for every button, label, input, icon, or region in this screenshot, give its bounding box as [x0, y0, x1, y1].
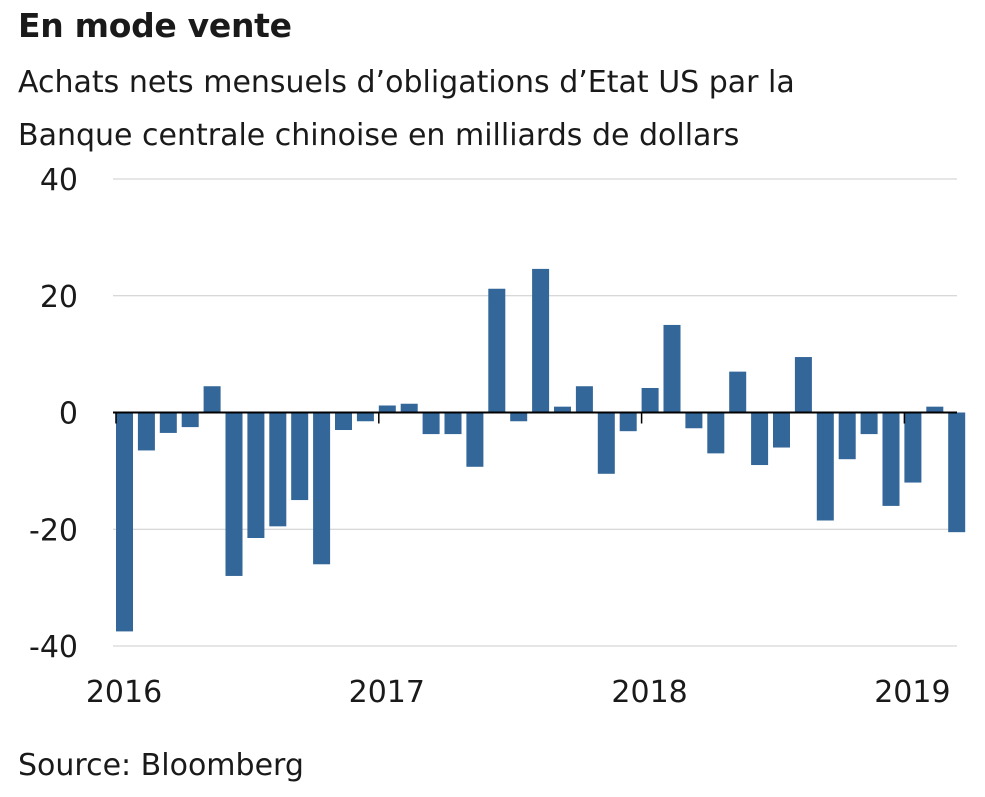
bar-2016-09 — [291, 412, 309, 501]
x-tick-label: 2019 — [874, 675, 950, 710]
bar-2016-11 — [335, 412, 352, 431]
bar-2017-05 — [466, 412, 484, 467]
y-tick-label: -20 — [29, 513, 78, 548]
bar-2018-09 — [816, 412, 834, 521]
bar-2018-04 — [707, 412, 725, 454]
bar-2017-07 — [510, 412, 528, 422]
bar-2016-01 — [116, 412, 133, 632]
bar-2017-10 — [575, 386, 593, 413]
y-tick-labels: 40 20 0 -20 -40 — [29, 163, 78, 665]
bar-2016-02 — [137, 412, 155, 451]
chart-subtitle: Achats nets mensuels d’obligations d’Eta… — [18, 65, 795, 153]
bar-2017-11 — [597, 412, 615, 474]
bar-2018-03 — [685, 412, 703, 429]
bar-2017-01 — [378, 405, 396, 413]
bar-2016-06 — [225, 412, 243, 576]
bar-2016-10 — [313, 412, 331, 565]
bar-2016-08 — [269, 412, 287, 527]
bar-2016-12 — [356, 412, 374, 422]
bar-2016-07 — [247, 412, 265, 539]
bar-2017-02 — [400, 403, 418, 413]
bar-2016-04 — [181, 412, 199, 428]
bar-2019-02 — [926, 406, 944, 413]
bar-2017-08 — [532, 268, 550, 413]
bar-2017-03 — [422, 412, 440, 435]
bar-2018-08 — [794, 357, 812, 413]
bar-2017-04 — [444, 412, 462, 435]
bar-2017-09 — [554, 406, 571, 413]
bar-2018-06 — [751, 412, 769, 466]
bar-2018-02 — [663, 324, 681, 413]
bar-2016-03 — [159, 412, 177, 433]
bar-2019-03 — [948, 412, 966, 533]
y-tick-label: 40 — [40, 163, 78, 198]
y-tick-label: 0 — [59, 397, 78, 432]
x-tick-labels: 2016 2017 2018 2019 — [86, 675, 951, 710]
bar-2017-12 — [619, 412, 637, 432]
bar-2019-01 — [904, 412, 922, 483]
x-tick-label: 2018 — [611, 675, 687, 710]
bar-2018-11 — [860, 412, 878, 435]
bar-2018-10 — [838, 412, 856, 460]
x-axis — [113, 411, 957, 424]
bar-2017-06 — [488, 288, 506, 413]
source-note: Source: Bloomberg — [18, 748, 304, 783]
y-tick-label: 20 — [40, 280, 78, 315]
x-tick-label: 2016 — [86, 675, 162, 710]
bar-2018-05 — [729, 371, 747, 413]
bar-2018-12 — [882, 412, 900, 506]
x-tick-label: 2017 — [349, 675, 425, 710]
bar-2018-07 — [773, 412, 790, 448]
bars — [116, 268, 966, 632]
bar-2018-01 — [641, 387, 659, 413]
bar-2016-05 — [203, 386, 221, 413]
chart-title: En mode vente — [18, 6, 292, 45]
y-tick-label: -40 — [29, 630, 78, 665]
